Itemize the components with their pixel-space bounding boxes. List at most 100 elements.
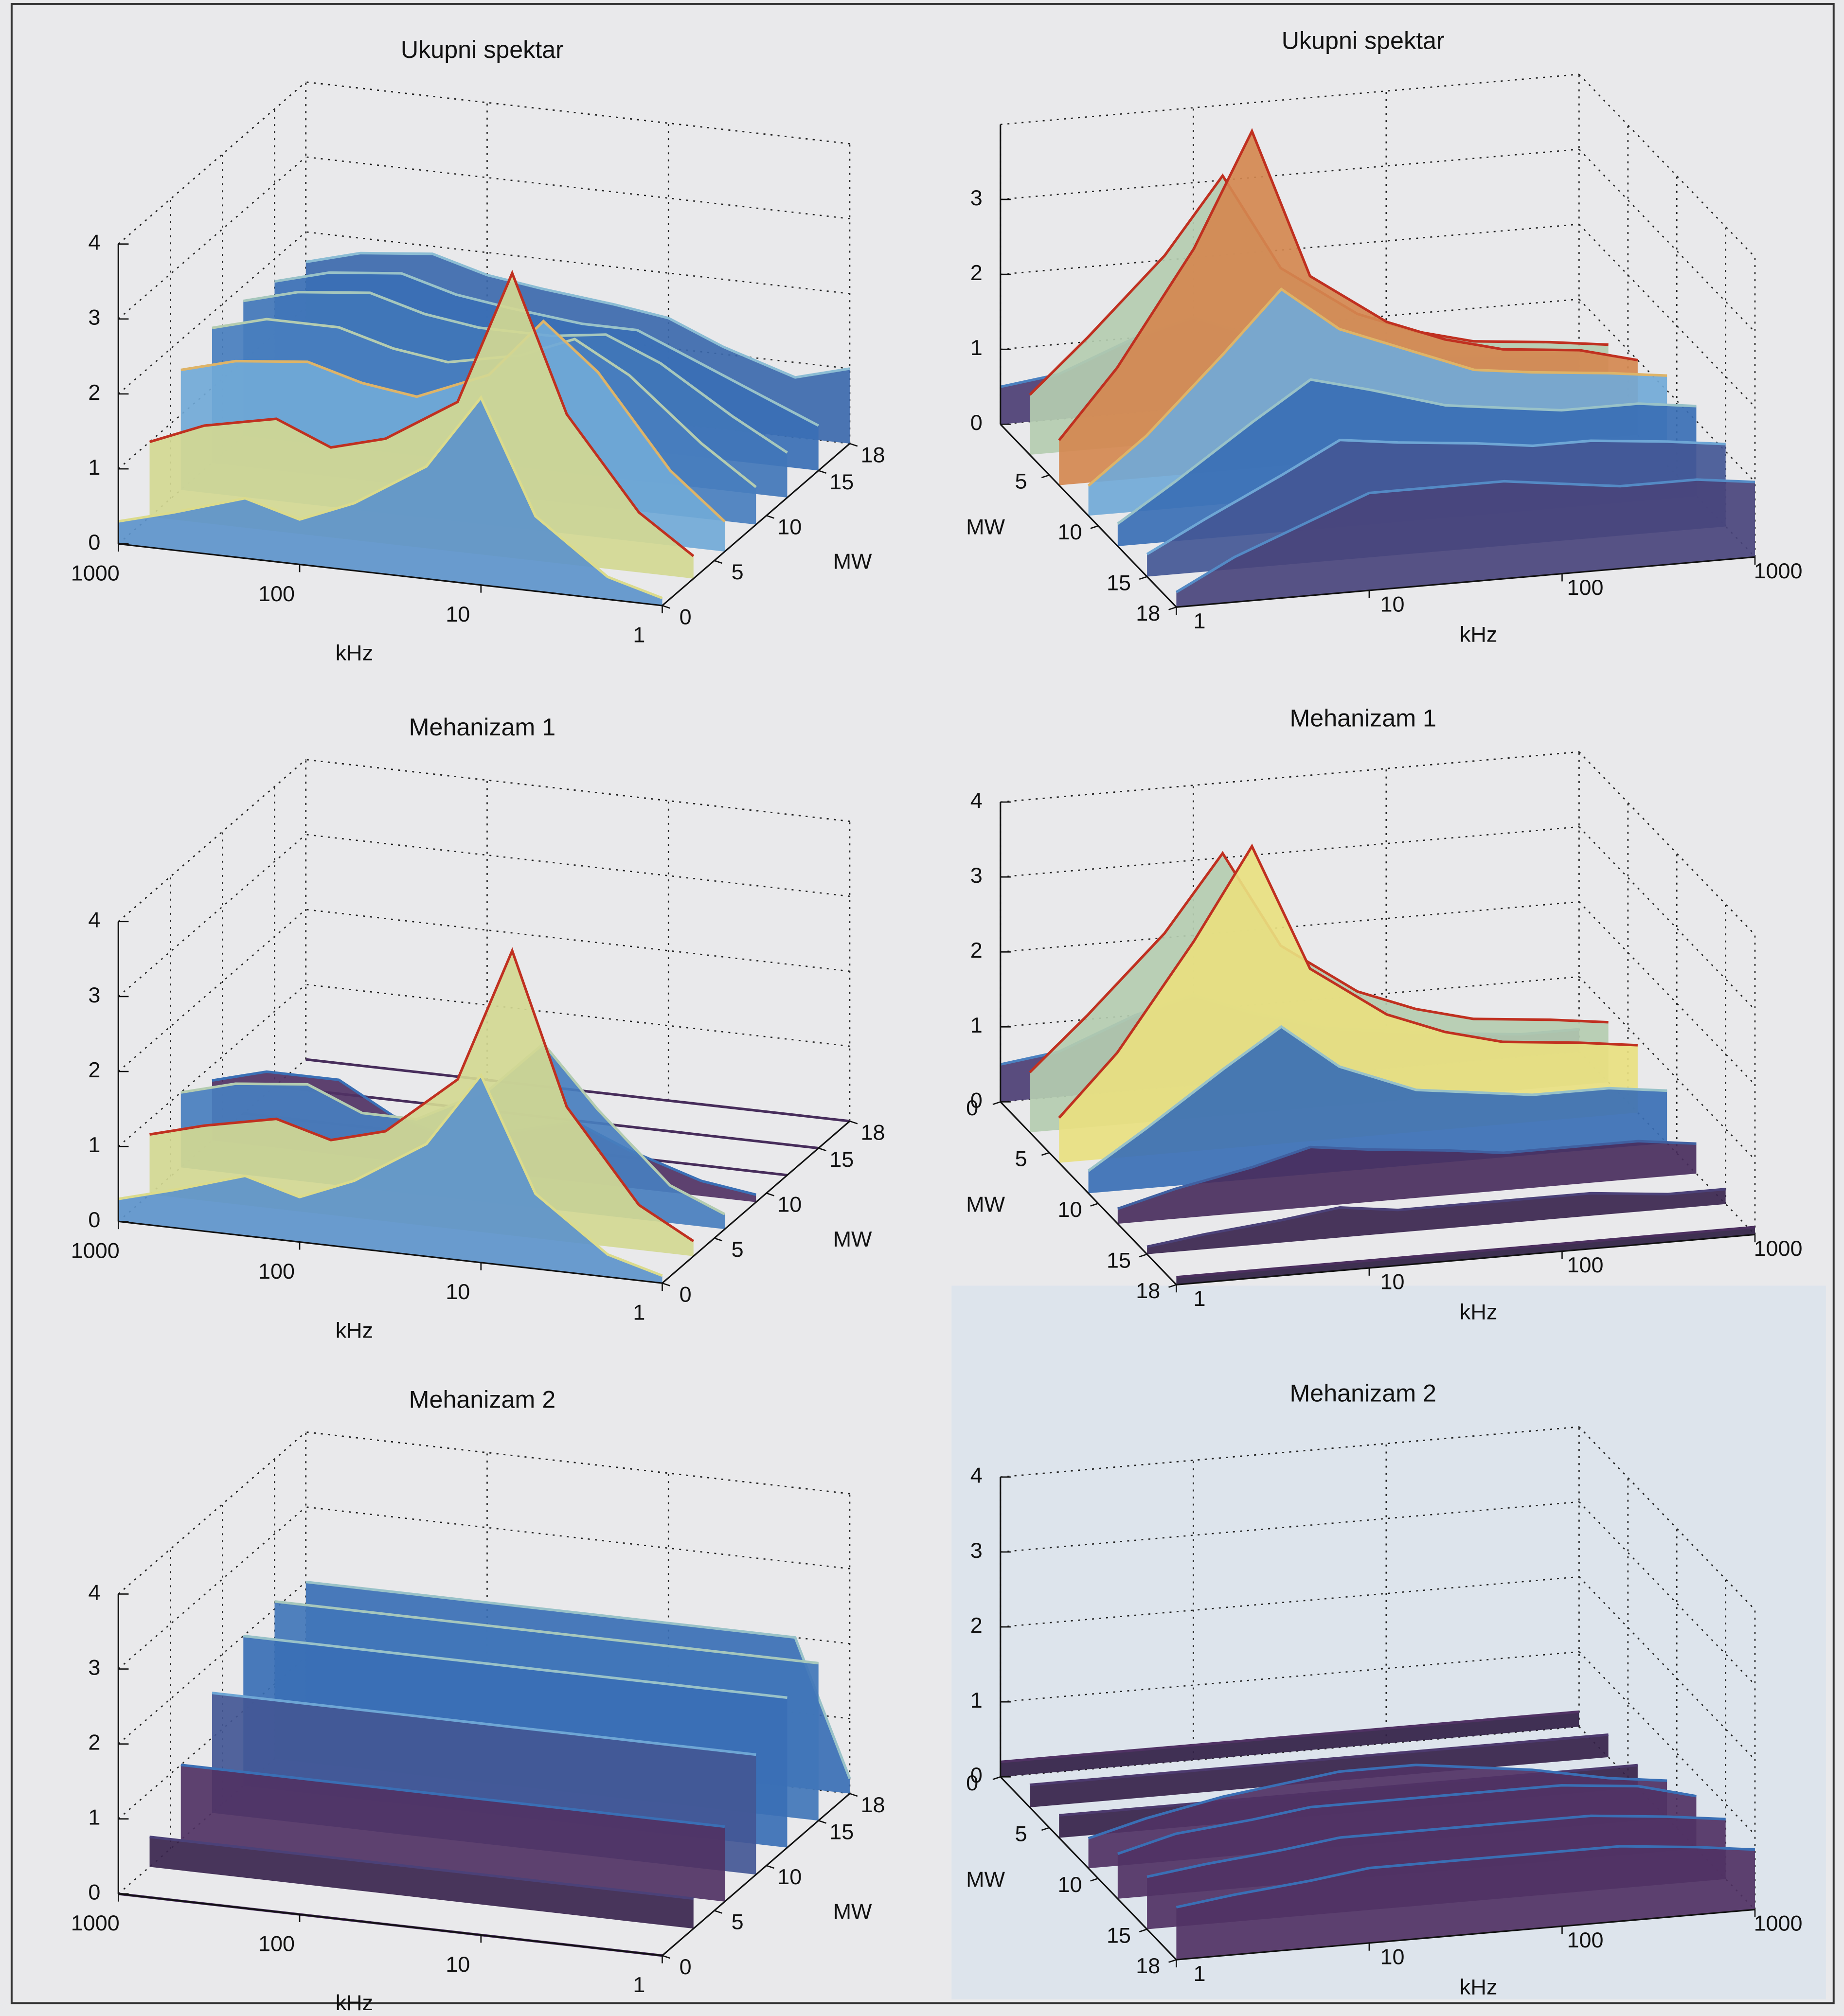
- surface-row: [305, 1580, 851, 1779]
- z-tick-label: 1: [970, 1688, 983, 1713]
- z-tick-label: 0: [88, 1207, 100, 1232]
- y-tick-label: 0: [680, 604, 692, 629]
- box-edge: [1000, 751, 1579, 803]
- z-tick-label: 0: [970, 1763, 983, 1787]
- surface-row: [1146, 1814, 1726, 1878]
- y-tick-label: 15: [829, 1147, 854, 1172]
- x-tick-label: 1: [633, 1972, 645, 1997]
- z-tick-label: 2: [88, 1057, 100, 1082]
- tick-mark: [766, 1865, 774, 1869]
- y-tick-label: 5: [1015, 469, 1027, 494]
- z-tick-label: 3: [88, 982, 100, 1007]
- tick-mark: [1041, 1827, 1050, 1831]
- grid-line: [118, 834, 306, 997]
- y-axis-label: MW: [833, 1899, 872, 1924]
- x-axis-label: kHz: [336, 1318, 373, 1343]
- surface-row: [1029, 851, 1609, 1073]
- y-tick-label: 10: [777, 1864, 802, 1889]
- surface-ribbon: [149, 950, 694, 1256]
- z-tick-label: 4: [88, 230, 100, 255]
- x-axis-label: kHz: [1460, 1975, 1497, 1999]
- surface-ribbon: [180, 1765, 725, 1902]
- x-tick-label: 1: [633, 1300, 645, 1325]
- surface-ribbon: [1176, 1227, 1755, 1285]
- surface-row: [118, 1072, 663, 1277]
- surface-row: [118, 395, 663, 600]
- x-tick-label: 100: [1567, 575, 1604, 600]
- grid-line: [1000, 1576, 1579, 1628]
- x-tick-label: 1000: [1754, 558, 1803, 583]
- surface-ribbon: [1176, 479, 1755, 607]
- z-tick-label: 0: [970, 1088, 983, 1112]
- grid-line: [118, 156, 306, 320]
- z-tick-label: 3: [88, 1655, 100, 1679]
- y-tick-label: 5: [732, 1237, 744, 1262]
- x-axis-label: kHz: [336, 640, 373, 665]
- tick-mark: [849, 1793, 858, 1797]
- y-tick-label: 5: [732, 1909, 744, 1934]
- z-tick-label: 4: [88, 1580, 100, 1605]
- surface-row: [1146, 438, 1726, 555]
- y-tick-label: 10: [777, 514, 802, 539]
- x-axis: [118, 1893, 662, 1957]
- grid-line: [1000, 1501, 1579, 1553]
- surface-ribbon: [1030, 1734, 1609, 1807]
- surface-row: [274, 271, 819, 427]
- box-edge: [1000, 1426, 1579, 1478]
- tick-mark: [1168, 1959, 1177, 1963]
- x-tick-label: 100: [1567, 1252, 1604, 1277]
- x-tick-label: 100: [1567, 1927, 1604, 1952]
- surface-row: [149, 1836, 694, 1900]
- surface-ribbon: [1147, 1189, 1726, 1254]
- y-tick-label: 15: [829, 469, 854, 494]
- tick-mark: [818, 1820, 826, 1824]
- y-tick-label: 18: [1136, 601, 1160, 625]
- y-tick-label: 15: [829, 1819, 854, 1844]
- z-tick-label: 3: [88, 305, 100, 330]
- x-axis: [1176, 1233, 1755, 1285]
- tick-mark: [818, 470, 826, 474]
- z-tick-label: 1: [88, 1132, 100, 1157]
- y-tick-label: 10: [1058, 1197, 1082, 1222]
- z-tick-label: 3: [970, 863, 983, 888]
- y-tick-label: 18: [861, 1120, 885, 1144]
- x-axis: [118, 1220, 662, 1284]
- x-tick-label: 1: [1193, 608, 1205, 633]
- surface-row: [1176, 1226, 1755, 1279]
- tick-mark: [992, 1101, 1001, 1106]
- tick-mark: [1168, 1284, 1177, 1288]
- x-tick-label: 10: [1380, 1269, 1405, 1294]
- z-tick-label: 2: [88, 1730, 100, 1755]
- surface-row: [1117, 1784, 1697, 1855]
- x-tick-label: 10: [1380, 591, 1405, 616]
- x-tick-label: 100: [258, 1259, 295, 1284]
- x-tick-label: 10: [446, 1952, 470, 1977]
- surface-row: [1088, 1764, 1667, 1840]
- y-tick-label: 15: [1107, 570, 1131, 595]
- x-tick-label: 1: [1193, 1286, 1205, 1311]
- y-tick-label: 18: [1136, 1278, 1160, 1303]
- surface-ribbon: [118, 1075, 662, 1284]
- z-tick-label: 3: [970, 185, 983, 210]
- surface-row: [180, 319, 726, 523]
- x-tick-label: 100: [258, 581, 295, 606]
- x-tick-label: 1000: [71, 561, 120, 586]
- x-tick-label: 1000: [71, 1910, 120, 1935]
- y-tick-label: 10: [1058, 1872, 1082, 1897]
- tick-mark: [1168, 607, 1177, 610]
- chart-title: Mehanizam 1: [1289, 705, 1436, 732]
- tick-mark: [992, 1776, 1001, 1780]
- x-axis-label: kHz: [336, 1990, 373, 2015]
- y-tick-label: 5: [1015, 1821, 1027, 1846]
- z-tick-label: 2: [970, 260, 983, 285]
- x-tick-label: 1: [633, 622, 645, 647]
- grid-line: [1000, 826, 1579, 878]
- surface-row: [1176, 478, 1755, 593]
- y-axis-label: MW: [833, 1227, 872, 1251]
- y-tick-label: 18: [1136, 1953, 1160, 1978]
- surface-row: [180, 1764, 725, 1828]
